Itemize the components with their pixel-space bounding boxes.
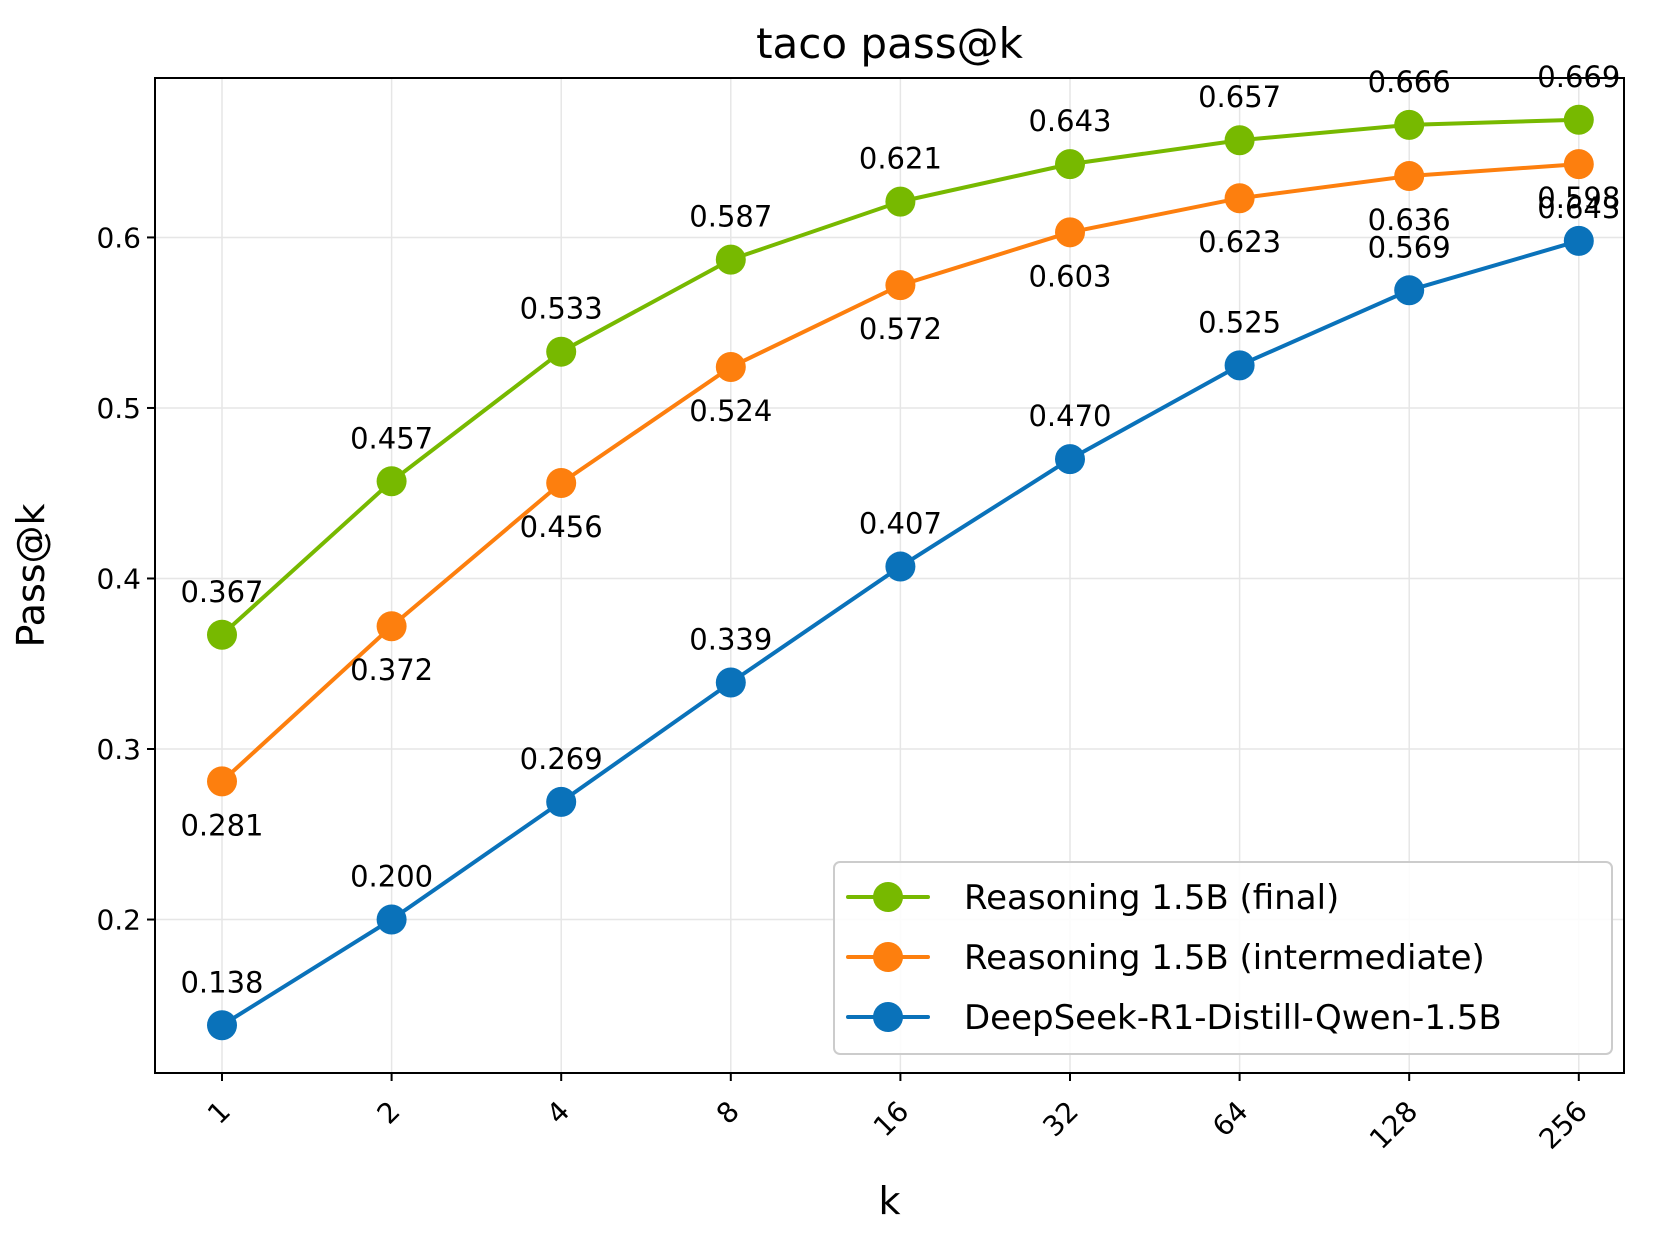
data-point <box>1394 161 1425 192</box>
data-point <box>715 352 746 383</box>
data-label: 0.269 <box>520 742 603 776</box>
data-label: 0.339 <box>689 623 772 657</box>
data-label: 0.533 <box>520 292 603 326</box>
x-tick-label: 8 <box>710 1095 746 1131</box>
y-tick-label: 0.2 <box>96 904 141 937</box>
data-point <box>376 611 407 642</box>
data-label: 0.623 <box>1198 225 1281 259</box>
x-tick-label: 128 <box>1363 1095 1424 1156</box>
y-tick-label: 0.3 <box>96 733 141 766</box>
data-label: 0.524 <box>689 394 772 428</box>
data-label: 0.200 <box>350 860 433 894</box>
y-tick-label: 0.5 <box>96 392 141 425</box>
x-tick-label: 4 <box>540 1095 576 1131</box>
data-label: 0.666 <box>1368 65 1451 99</box>
data-label: 0.281 <box>180 808 263 842</box>
data-label: 0.603 <box>1028 259 1111 293</box>
data-label: 0.470 <box>1028 399 1111 433</box>
data-label: 0.643 <box>1537 191 1620 225</box>
data-point <box>715 244 746 275</box>
data-label: 0.669 <box>1537 60 1620 94</box>
data-point <box>1224 125 1255 156</box>
data-point <box>1055 149 1085 180</box>
data-point <box>207 766 237 797</box>
y-axis-title: Pass@k <box>9 503 53 647</box>
data-point <box>1224 183 1255 214</box>
data-point <box>1563 104 1594 135</box>
data-label: 0.456 <box>520 510 603 544</box>
x-tick-label: 1 <box>201 1095 237 1131</box>
data-point <box>1394 275 1425 306</box>
data-label: 0.636 <box>1368 203 1451 237</box>
y-tick-label: 0.4 <box>96 562 141 595</box>
data-point <box>376 466 407 497</box>
plot-area-frame <box>154 77 1625 1074</box>
data-point <box>1394 109 1425 140</box>
data-label: 0.572 <box>859 312 942 346</box>
legend-marker-1 <box>873 942 903 972</box>
x-tick-label: 256 <box>1533 1095 1594 1156</box>
x-tick-label: 64 <box>1206 1095 1255 1144</box>
data-point <box>1224 350 1255 381</box>
data-point <box>546 786 577 817</box>
data-point <box>376 904 407 935</box>
legend-label-0: Reasoning 1.5B (final) <box>964 878 1339 918</box>
x-tick-label: 32 <box>1036 1095 1085 1144</box>
series-layer <box>207 104 1594 1041</box>
data-point <box>1055 217 1085 248</box>
data-point <box>1563 149 1594 180</box>
data-label: 0.407 <box>859 507 942 541</box>
data-label: 0.457 <box>350 421 433 455</box>
data-labels: 0.367 0.457 0.533 0.587 0.621 0.643 0.657 0.666… <box>180 60 1620 999</box>
data-point <box>885 270 916 301</box>
data-label: 0.372 <box>350 653 433 687</box>
data-point <box>207 1010 237 1041</box>
legend-box <box>833 861 1613 1055</box>
chart-title: taco pass@k <box>756 19 1024 68</box>
legend-marker-0 <box>873 882 903 912</box>
data-point <box>715 667 746 698</box>
legend-label-1: Reasoning 1.5B (intermediate) <box>964 938 1485 978</box>
data-label: 0.525 <box>1198 305 1281 339</box>
data-label: 0.657 <box>1198 80 1281 114</box>
data-point <box>885 186 916 217</box>
legend-label-2: DeepSeek-R1-Distill-Qwen-1.5B <box>964 998 1502 1038</box>
data-label: 0.587 <box>689 200 772 234</box>
data-label: 0.569 <box>1368 230 1451 264</box>
data-point <box>885 551 916 582</box>
x-tick-label: 2 <box>371 1095 407 1131</box>
data-label: 0.643 <box>1028 104 1111 138</box>
legend-marker-2 <box>873 1002 903 1032</box>
data-point <box>1563 225 1594 256</box>
data-point <box>546 336 577 367</box>
data-label: 0.138 <box>180 965 263 999</box>
data-point <box>1055 444 1085 475</box>
y-tick-label: 0.6 <box>96 221 141 254</box>
data-point <box>207 619 237 650</box>
data-label: 0.598 <box>1537 181 1620 215</box>
data-point <box>546 467 577 498</box>
x-tick-label: 16 <box>867 1095 916 1144</box>
data-label: 0.621 <box>859 142 942 176</box>
x-axis-title: k <box>878 1179 900 1223</box>
data-label: 0.367 <box>180 575 263 609</box>
legend: Reasoning 1.5B (final) Reasoning 1.5B (in… <box>833 861 1613 1055</box>
